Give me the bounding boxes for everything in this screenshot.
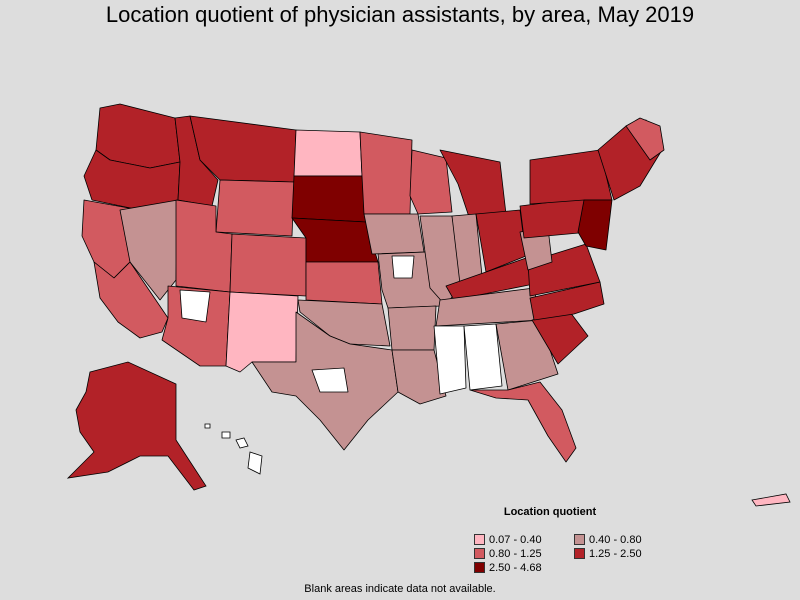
legend-swatch bbox=[574, 547, 585, 559]
contiguous-us bbox=[81, 103, 665, 463]
legend-swatch bbox=[474, 561, 485, 573]
region-puerto-rico[interactable] bbox=[751, 493, 791, 507]
region-mo-blank bbox=[391, 255, 415, 279]
legend-title: Location quotient bbox=[503, 506, 597, 518]
legend-item-0-40-0-80: 0.40 - 0.80 bbox=[574, 533, 642, 547]
region-iowa[interactable] bbox=[363, 213, 425, 255]
region-maryland-de-nj[interactable] bbox=[577, 199, 613, 251]
region-alaska[interactable] bbox=[66, 361, 207, 491]
region-hawaii[interactable] bbox=[204, 423, 263, 475]
region-alabama[interactable] bbox=[463, 323, 503, 391]
legend-item-0-80-1-25: 0.80 - 1.25 bbox=[474, 547, 542, 561]
region-new-york[interactable] bbox=[529, 149, 613, 205]
region-kansas[interactable] bbox=[305, 261, 383, 305]
legend-label: 2.50 - 4.68 bbox=[489, 562, 542, 574]
region-louisiana[interactable] bbox=[391, 349, 447, 405]
legend-swatch bbox=[474, 533, 485, 545]
region-colorado[interactable] bbox=[229, 233, 307, 297]
legend-label: 0.80 - 1.25 bbox=[489, 548, 542, 560]
region-washington[interactable] bbox=[95, 103, 181, 169]
legend-item-0-07-0-40: 0.07 - 0.40 bbox=[474, 533, 542, 547]
legend-label: 0.40 - 0.80 bbox=[589, 534, 642, 546]
region-south-dakota[interactable] bbox=[291, 175, 367, 223]
map-title: Location quotient of physician assistant… bbox=[105, 2, 695, 27]
region-mississippi[interactable] bbox=[433, 325, 467, 395]
region-tx-blank bbox=[311, 367, 349, 393]
region-nm-blank bbox=[179, 289, 211, 323]
footnote: Blank areas indicate data not available. bbox=[304, 583, 496, 595]
region-wyoming[interactable] bbox=[215, 179, 295, 237]
legend-item-2-50-4-68: 2.50 - 4.68 bbox=[474, 561, 542, 575]
region-minnesota[interactable] bbox=[359, 131, 413, 215]
region-california-south[interactable] bbox=[93, 261, 169, 339]
region-arkansas[interactable] bbox=[387, 305, 437, 351]
legend-item-1-25-2-50: 1.25 - 2.50 bbox=[574, 547, 642, 561]
legend-label: 0.07 - 0.40 bbox=[489, 534, 542, 546]
region-florida[interactable] bbox=[469, 381, 577, 463]
region-new-mexico[interactable] bbox=[225, 291, 299, 373]
legend-label: 1.25 - 2.50 bbox=[589, 548, 642, 560]
legend-swatch bbox=[474, 547, 485, 559]
region-north-dakota[interactable] bbox=[293, 129, 363, 177]
region-wisconsin[interactable] bbox=[409, 149, 453, 215]
region-maine[interactable] bbox=[625, 117, 665, 161]
legend-swatch bbox=[574, 533, 585, 545]
